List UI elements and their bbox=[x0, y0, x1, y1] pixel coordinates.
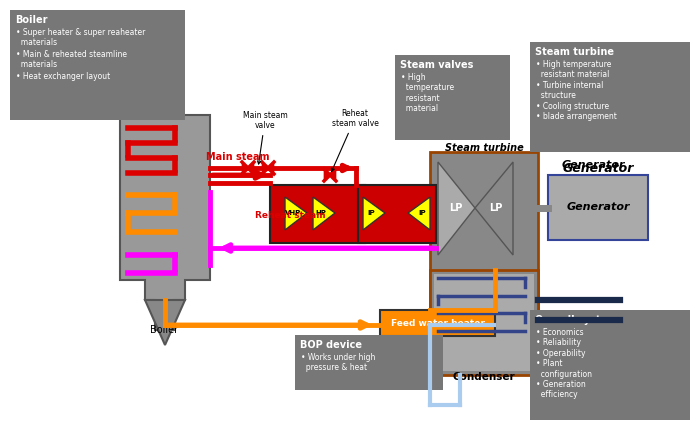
FancyBboxPatch shape bbox=[434, 274, 534, 371]
Text: • Heat exchanger layout: • Heat exchanger layout bbox=[16, 72, 111, 81]
Text: Condenser: Condenser bbox=[453, 372, 515, 382]
FancyBboxPatch shape bbox=[530, 310, 690, 420]
FancyBboxPatch shape bbox=[380, 310, 495, 336]
Text: LP: LP bbox=[449, 203, 463, 213]
Polygon shape bbox=[475, 162, 513, 255]
Text: • Works under high
  pressure & heat: • Works under high pressure & heat bbox=[301, 353, 375, 372]
Text: Steam turbine: Steam turbine bbox=[535, 47, 614, 57]
FancyBboxPatch shape bbox=[395, 55, 510, 140]
FancyBboxPatch shape bbox=[270, 185, 365, 243]
Polygon shape bbox=[268, 162, 274, 174]
Polygon shape bbox=[324, 169, 330, 181]
Polygon shape bbox=[330, 169, 336, 181]
Polygon shape bbox=[262, 162, 268, 174]
Text: Boiler: Boiler bbox=[15, 15, 48, 25]
FancyBboxPatch shape bbox=[358, 185, 436, 243]
Polygon shape bbox=[242, 162, 248, 174]
Text: Boiler: Boiler bbox=[150, 325, 178, 335]
Text: • Economics
• Reliability
• Operability
• Plant
  configuration
• Generation
  e: • Economics • Reliability • Operability … bbox=[536, 328, 592, 399]
FancyBboxPatch shape bbox=[295, 335, 443, 390]
Text: BOP device: BOP device bbox=[300, 340, 362, 350]
Text: HP: HP bbox=[316, 210, 326, 216]
Polygon shape bbox=[285, 197, 307, 230]
Text: • High
  temperature
  resistant
  material: • High temperature resistant material bbox=[401, 73, 454, 113]
Text: Main steam
valve: Main steam valve bbox=[243, 111, 288, 164]
Text: IP: IP bbox=[368, 210, 374, 216]
Polygon shape bbox=[145, 300, 185, 345]
Text: Overall system: Overall system bbox=[535, 315, 617, 325]
Text: Steam valves: Steam valves bbox=[400, 60, 473, 70]
Text: Feed water heater: Feed water heater bbox=[391, 318, 484, 327]
Text: • Super heater & super reaheater
  materials: • Super heater & super reaheater materia… bbox=[16, 28, 146, 47]
Polygon shape bbox=[248, 162, 254, 174]
Polygon shape bbox=[120, 115, 210, 330]
Text: Generator: Generator bbox=[561, 160, 624, 170]
FancyBboxPatch shape bbox=[548, 175, 648, 240]
Text: LP: LP bbox=[489, 203, 503, 213]
FancyBboxPatch shape bbox=[10, 10, 185, 120]
Text: IP: IP bbox=[418, 210, 426, 216]
Text: Reheat
steam valve: Reheat steam valve bbox=[332, 109, 379, 171]
Polygon shape bbox=[438, 162, 475, 255]
Text: Reheat steam: Reheat steam bbox=[255, 210, 326, 220]
FancyBboxPatch shape bbox=[430, 270, 538, 375]
Text: Main steam: Main steam bbox=[206, 152, 270, 162]
FancyBboxPatch shape bbox=[430, 152, 538, 317]
Text: Generator: Generator bbox=[562, 162, 634, 175]
Text: VHP: VHP bbox=[285, 210, 301, 216]
Text: • High temperature
  resistant material
• Turbine internal
  structure
• Cooling: • High temperature resistant material • … bbox=[536, 60, 617, 121]
Polygon shape bbox=[408, 197, 430, 230]
Text: • Main & reheated steamline
  materials: • Main & reheated steamline materials bbox=[16, 50, 127, 70]
Text: Steam turbine: Steam turbine bbox=[444, 143, 524, 153]
Polygon shape bbox=[313, 197, 335, 230]
Polygon shape bbox=[363, 197, 385, 230]
FancyBboxPatch shape bbox=[530, 42, 690, 152]
Text: Generator: Generator bbox=[566, 203, 630, 212]
